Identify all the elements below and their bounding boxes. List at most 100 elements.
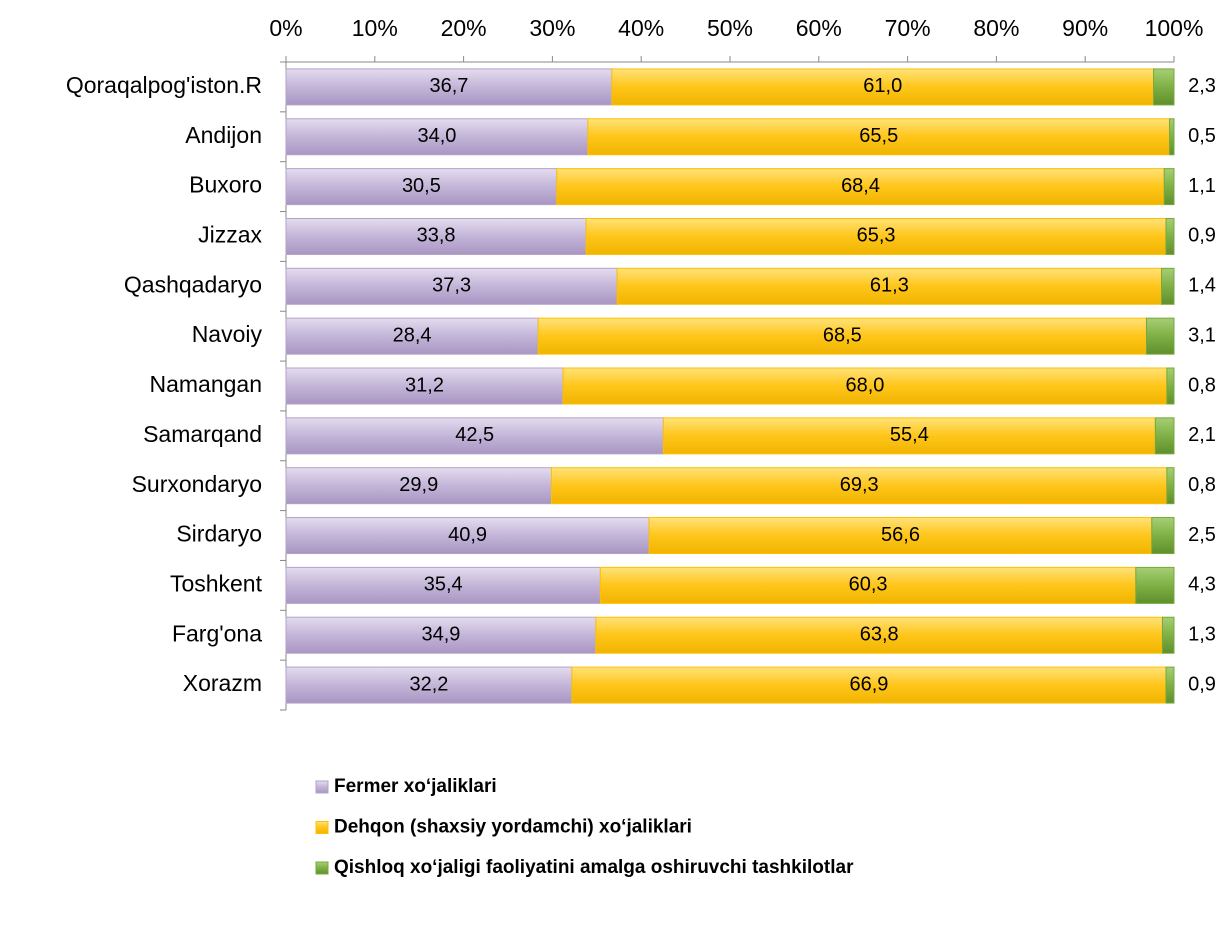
y-tick-label: Sirdaryo (176, 521, 262, 547)
legend-label: Qishloq xoʻjaligi faoliyatini amalga osh… (334, 857, 854, 878)
x-tick-label: 40% (618, 15, 664, 41)
bar-segment (537, 317, 1147, 355)
data-label: 32,2 (409, 673, 448, 695)
bar-segment (1163, 168, 1175, 206)
data-label: 63,8 (860, 624, 899, 646)
data-label: 37,3 (432, 275, 471, 297)
legend-label: Dehqon (shaxsiy yordamchi) xoʻjaliklari (334, 817, 692, 838)
bar-segment (285, 118, 589, 156)
data-label: 34,9 (421, 624, 460, 646)
bar-segment (1161, 616, 1175, 654)
y-tick-label: Surxondaryo (132, 471, 262, 497)
y-tick-label: Namangan (149, 371, 262, 397)
data-label: 1,4 (1188, 275, 1216, 297)
y-tick-label: Navoiy (192, 321, 263, 347)
bar-segment (1151, 517, 1175, 555)
y-tick-label: Qoraqalpog'iston.R (66, 72, 262, 98)
data-label: 31,2 (405, 374, 444, 396)
data-label: 3,1 (1188, 324, 1216, 346)
data-label: 1,1 (1188, 175, 1216, 197)
bar-segment (599, 566, 1137, 604)
bar-segment (1166, 467, 1175, 505)
bar-segment (285, 217, 587, 255)
bar-segment (285, 517, 650, 555)
bar-segment (285, 168, 558, 206)
data-label: 29,9 (399, 474, 438, 496)
data-label: 68,0 (846, 374, 885, 396)
bar-segment (556, 168, 1165, 206)
bar-segment (616, 267, 1163, 305)
x-tick-label: 70% (885, 15, 931, 41)
x-tick-label: 100% (1145, 15, 1204, 41)
data-label: 2,1 (1188, 424, 1216, 446)
bar-segment (1153, 68, 1175, 106)
x-tick-label: 60% (796, 15, 842, 41)
bar-segment (595, 616, 1163, 654)
x-tick-label: 50% (707, 15, 753, 41)
data-label: 30,5 (402, 175, 441, 197)
y-tick-label: Toshkent (170, 570, 263, 596)
legend-label: Fermer xoʻjaliklari (334, 776, 497, 797)
bar-segment (1165, 217, 1175, 255)
bar-segment (1169, 118, 1175, 156)
data-label: 0,9 (1188, 673, 1216, 695)
data-label: 69,3 (840, 474, 879, 496)
y-tick-label: Farg'ona (172, 620, 262, 646)
data-label: 0,9 (1188, 225, 1216, 247)
legend-swatch (315, 861, 329, 875)
data-label: 66,9 (850, 673, 889, 695)
data-label: 56,6 (881, 524, 920, 546)
bar-segment (571, 666, 1167, 704)
data-label: 34,0 (417, 125, 456, 147)
data-label: 42,5 (455, 424, 494, 446)
y-tick-label: Qashqadaryo (124, 271, 262, 297)
x-tick-label: 0% (269, 15, 302, 41)
y-tick-label: Xorazm (183, 670, 262, 696)
data-label: 65,5 (859, 125, 898, 147)
bar-segment (285, 267, 618, 305)
y-tick-label: Samarqand (143, 421, 262, 447)
x-tick-label: 10% (352, 15, 398, 41)
data-label: 60,3 (849, 574, 888, 596)
data-label: 33,8 (417, 225, 456, 247)
data-label: 68,5 (823, 324, 862, 346)
data-label: 35,4 (424, 574, 463, 596)
x-tick-label: 20% (441, 15, 487, 41)
data-label: 0,8 (1188, 374, 1216, 396)
data-label: 65,3 (857, 225, 896, 247)
y-tick-label: Jizzax (198, 222, 262, 248)
legend-swatch (315, 780, 329, 794)
bar-segment (285, 666, 573, 704)
bar-segment (1165, 666, 1175, 704)
bar-segment (285, 467, 553, 505)
bar-segment (562, 367, 1168, 405)
bar-segment (285, 367, 564, 405)
data-label: 4,3 (1188, 574, 1216, 596)
data-label: 61,0 (863, 75, 902, 97)
bar-segment (1135, 566, 1175, 604)
data-label: 68,4 (841, 175, 880, 197)
bar-segment (285, 317, 539, 355)
y-tick-label: Buxoro (189, 172, 262, 198)
data-label: 2,5 (1188, 524, 1216, 546)
bar-segment (285, 566, 601, 604)
data-label: 36,7 (429, 75, 468, 97)
data-label: 0,8 (1188, 474, 1216, 496)
x-tick-label: 80% (973, 15, 1019, 41)
data-label: 0,5 (1188, 125, 1216, 147)
data-label: 40,9 (448, 524, 487, 546)
bar-segment (285, 616, 597, 654)
bar-segment (1145, 317, 1175, 355)
bar-segment (1154, 417, 1175, 455)
bar-segment (585, 217, 1167, 255)
data-label: 1,3 (1188, 624, 1216, 646)
y-tick-label: Andijon (185, 122, 262, 148)
x-tick-label: 90% (1062, 15, 1108, 41)
data-label: 55,4 (890, 424, 929, 446)
bar-segment (1161, 267, 1175, 305)
data-label: 61,3 (870, 275, 909, 297)
data-label: 2,3 (1188, 75, 1216, 97)
x-tick-label: 30% (529, 15, 575, 41)
legend-swatch (315, 821, 329, 834)
